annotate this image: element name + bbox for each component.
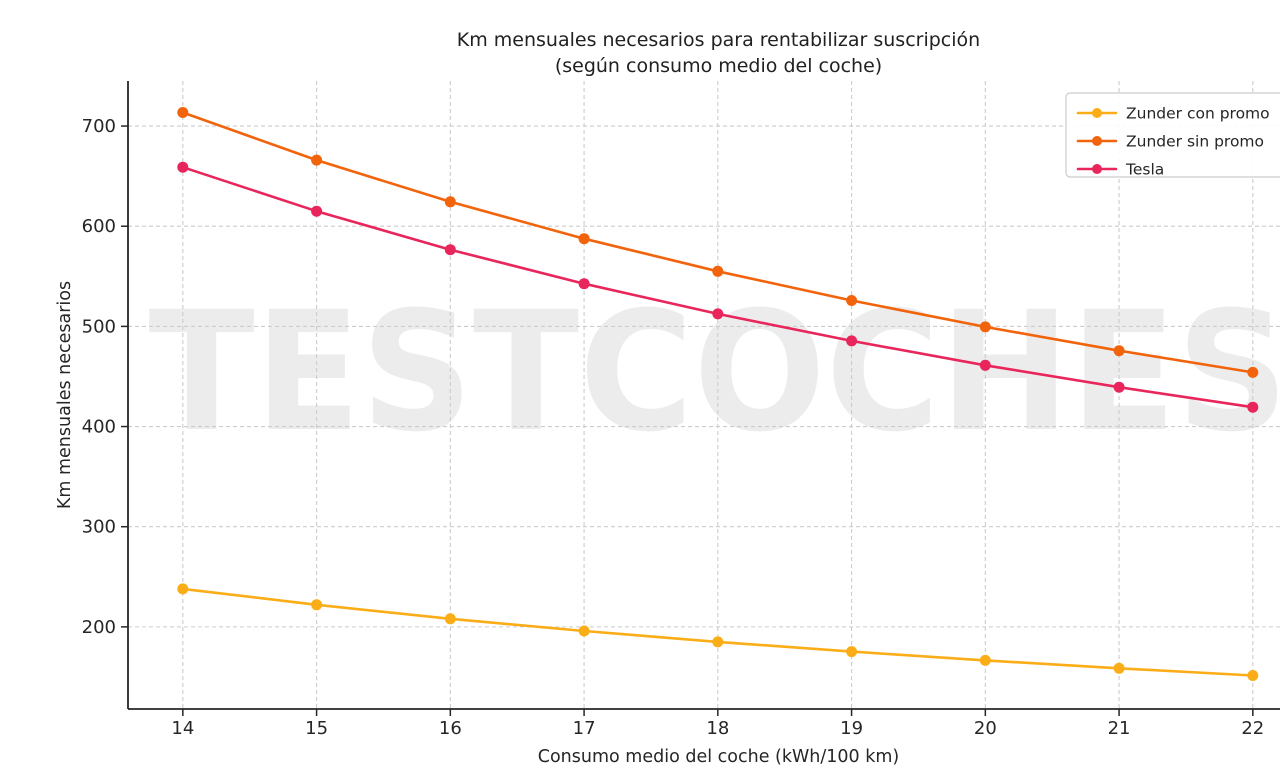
series-marker-zunder-sin-promo-20 — [980, 321, 991, 332]
series-marker-tesla-19 — [846, 335, 857, 346]
x-tick-label-20: 20 — [974, 718, 997, 739]
series-marker-zunder-con-promo-22 — [1247, 670, 1258, 681]
legend-swatch-marker-tesla — [1092, 164, 1102, 174]
series-marker-zunder-sin-promo-21 — [1114, 345, 1125, 356]
legend-item-label-zunder-con-promo: Zunder con promo — [1126, 105, 1270, 123]
series-marker-zunder-con-promo-20 — [980, 655, 991, 666]
y-tick-label-600: 600 — [82, 216, 116, 237]
series-marker-tesla-20 — [980, 360, 991, 371]
y-tick-label-400: 400 — [82, 417, 116, 438]
x-tick-label-21: 21 — [1108, 718, 1131, 739]
series-marker-zunder-con-promo-21 — [1114, 663, 1125, 674]
series-marker-zunder-sin-promo-17 — [579, 233, 590, 244]
series-marker-tesla-14 — [177, 162, 188, 173]
series-marker-zunder-sin-promo-14 — [177, 107, 188, 118]
x-tick-label-17: 17 — [573, 718, 596, 739]
series-marker-tesla-22 — [1247, 402, 1258, 413]
series-marker-zunder-con-promo-17 — [579, 626, 590, 637]
chart-title: Km mensuales necesarios para rentabiliza… — [457, 29, 980, 51]
x-tick-label-22: 22 — [1241, 718, 1264, 739]
legend-item-label-tesla: Tesla — [1125, 161, 1164, 179]
y-tick-label-300: 300 — [82, 517, 116, 538]
chart-subtitle: (según consumo medio del coche) — [555, 55, 882, 77]
y-tick-label-700: 700 — [82, 116, 116, 137]
series-marker-zunder-con-promo-14 — [177, 583, 188, 594]
x-tick-label-16: 16 — [439, 718, 462, 739]
series-marker-zunder-sin-promo-16 — [445, 196, 456, 207]
series-marker-zunder-con-promo-16 — [445, 613, 456, 624]
series-marker-zunder-sin-promo-19 — [846, 295, 857, 306]
x-axis-label: Consumo medio del coche (kWh/100 km) — [538, 747, 900, 767]
series-marker-zunder-con-promo-18 — [712, 636, 723, 647]
series-marker-zunder-con-promo-19 — [846, 646, 857, 657]
series-marker-tesla-15 — [311, 206, 322, 217]
series-marker-tesla-16 — [445, 244, 456, 255]
chart-figure: TESTCOCHES 14 15 16 17 18 19 20 21 22 200 300 400 500… — [40, 16, 1280, 779]
series-marker-zunder-sin-promo-22 — [1247, 367, 1258, 378]
x-tick-label-18: 18 — [706, 718, 729, 739]
series-marker-zunder-con-promo-15 — [311, 599, 322, 610]
series-marker-zunder-sin-promo-15 — [311, 155, 322, 166]
legend-swatch-marker-zunder-sin-promo — [1092, 136, 1102, 146]
series-marker-tesla-18 — [712, 308, 723, 319]
x-tick-label-15: 15 — [305, 718, 328, 739]
legend-swatch-marker-zunder-con-promo — [1092, 108, 1102, 118]
series-marker-tesla-17 — [579, 278, 590, 289]
series-marker-tesla-21 — [1114, 382, 1125, 393]
y-tick-label-500: 500 — [82, 316, 116, 337]
series-marker-zunder-sin-promo-18 — [712, 266, 723, 277]
x-tick-label-14: 14 — [171, 718, 194, 739]
line-chart-canvas: TESTCOCHES 14 15 16 17 18 19 20 21 22 200 300 400 500… — [40, 16, 1280, 779]
y-tick-label-200: 200 — [82, 617, 116, 638]
watermark-text: TESTCOCHES — [149, 276, 1280, 468]
y-axis-label: Km mensuales necesarios — [55, 281, 75, 509]
x-tick-label-19: 19 — [840, 718, 863, 739]
legend-item-label-zunder-sin-promo: Zunder sin promo — [1126, 133, 1264, 151]
